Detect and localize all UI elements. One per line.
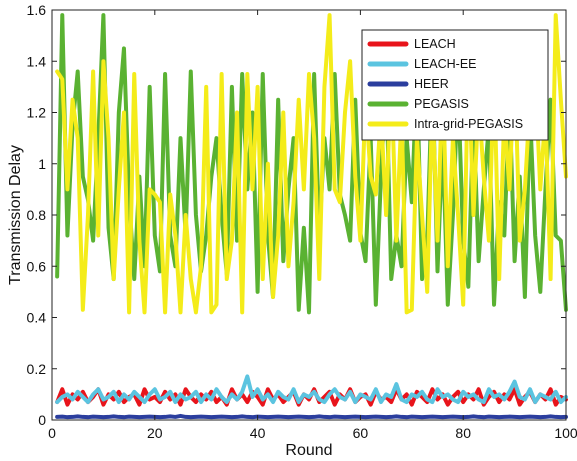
x-tick-label: 0 (48, 425, 56, 441)
y-tick-label: 0.6 (27, 258, 47, 274)
x-tick-label: 60 (353, 425, 369, 441)
x-axis-label: Round (285, 442, 332, 459)
legend-label: PEGASIS (414, 97, 469, 111)
axis-ticks: 0 20 40 60 80 100 0 0.2 0.4 0.6 0.8 1 1.2 1.4 1.6 (27, 2, 577, 441)
y-tick-label: 0.4 (27, 310, 47, 326)
x-tick-label: 20 (147, 425, 163, 441)
y-tick-label: 1 (38, 156, 46, 172)
y-tick-label: 1.2 (27, 105, 47, 121)
legend-label: HEER (414, 77, 449, 91)
series-line-heer (55, 413, 568, 420)
y-axis-label: Transmission Delay (7, 145, 24, 285)
legend-label: Intra-grid-PEGASIS (414, 117, 523, 131)
legend-label: LEACH (414, 37, 456, 51)
x-tick-label: 40 (250, 425, 266, 441)
series-line-pegasis (55, 13, 568, 315)
legend: LEACH LEACH-EE HEER PEGASIS Intra-grid-PEGAS… (361, 29, 549, 141)
series-line-leach-ee (55, 374, 568, 405)
x-tick-label: 80 (455, 425, 471, 441)
legend-label: LEACH-EE (414, 57, 477, 71)
y-tick-label: 0.2 (27, 361, 47, 377)
y-tick-label: 1.6 (27, 2, 47, 18)
x-tick-label: 100 (554, 425, 577, 441)
y-tick-label: 1.4 (27, 53, 47, 69)
y-tick-label: 0.8 (27, 207, 47, 223)
y-tick-label: 0 (38, 412, 46, 428)
